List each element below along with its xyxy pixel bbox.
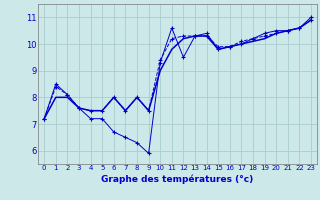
X-axis label: Graphe des températures (°c): Graphe des températures (°c) [101,174,254,184]
